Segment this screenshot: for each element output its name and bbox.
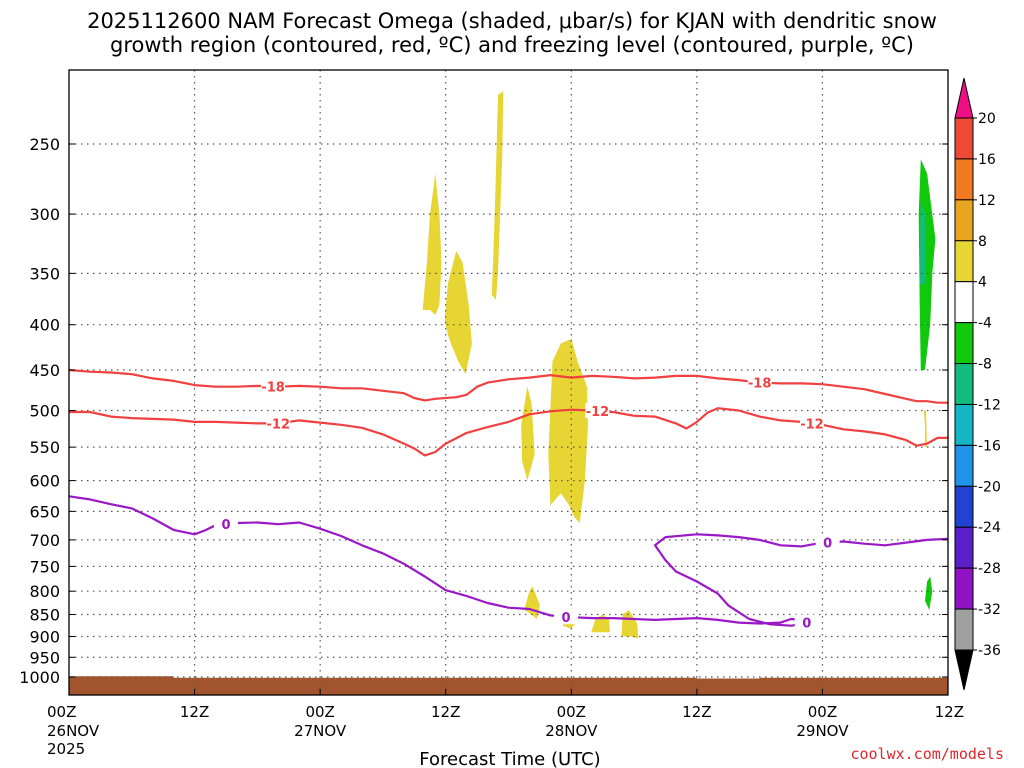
ytick-label-800: 800 — [29, 582, 60, 601]
contour-lines: -18 -18 -12 -12 -12 0 0 0 0 — [69, 370, 948, 632]
omega-area-3-0 — [924, 411, 927, 448]
colorbar-label-5: -4 — [978, 316, 992, 332]
colorbar-bin-10 — [955, 486, 973, 527]
colorbar-label-6: -8 — [978, 357, 992, 373]
grid-lines — [69, 70, 948, 695]
xtick-label-2: 00Z — [305, 703, 334, 721]
contour-label-2-1: 0 — [562, 611, 571, 626]
colorbar-bin-9 — [955, 445, 973, 486]
ytick-label-950: 950 — [29, 648, 60, 667]
colorbar-bin-13 — [955, 609, 973, 650]
contour-line-0 — [69, 370, 948, 403]
contour-line-2 — [69, 496, 948, 625]
colorbar-bin-12 — [955, 568, 973, 609]
ytick-label-250: 250 — [29, 135, 60, 154]
plot-frame — [69, 70, 948, 695]
xtick-date-4: 28NOV — [545, 722, 598, 740]
xtick-label-1: 12Z — [180, 703, 209, 721]
credit-text: coolwx.com/models — [850, 745, 1004, 763]
ytick-label-700: 700 — [29, 531, 60, 550]
colorbar-bin-6 — [955, 323, 973, 364]
ytick-label-500: 500 — [29, 402, 60, 421]
time-height-chart: -18 -18 -12 -12 -12 0 0 0 0 250 300 350 400 450 500 55… — [0, 0, 1024, 768]
xtick-date-2: 27NOV — [294, 722, 347, 740]
contour-label-1-2: -12 — [800, 417, 824, 432]
ytick-label-850: 850 — [29, 606, 60, 625]
omega-area-0-2 — [492, 91, 504, 300]
ytick-label-400: 400 — [29, 316, 60, 335]
colorbar-bin-3 — [955, 200, 973, 241]
xtick-label-0: 00Z — [47, 703, 76, 721]
contour-label-2-2: 0 — [802, 617, 811, 632]
ytick-label-450: 450 — [29, 361, 60, 380]
xtick-label-3: 12Z — [431, 703, 460, 721]
terrain-fill — [69, 676, 948, 695]
ytick-label-650: 650 — [29, 502, 60, 521]
omega-shading — [69, 91, 948, 695]
colorbar-bin-7 — [955, 364, 973, 405]
omega-area-1-1 — [925, 577, 932, 611]
colorbar-bin-4 — [955, 241, 973, 282]
xtick-date-0: 26NOV — [47, 722, 100, 740]
colorbar-label-13: -36 — [978, 643, 1001, 659]
xtick-date-6: 29NOV — [796, 722, 849, 740]
colorbar-label-10: -24 — [978, 520, 1001, 536]
xtick-label-7: 12Z — [935, 703, 964, 721]
colorbar-label-4: 4 — [978, 275, 987, 291]
contour-label-1-1: -12 — [586, 405, 610, 420]
contour-label-0-0: -18 — [261, 381, 285, 396]
contour-label-1-0: -12 — [267, 417, 291, 432]
ytick-label-550: 550 — [29, 438, 60, 457]
colorbar-label-2: 12 — [978, 193, 996, 209]
colorbar-label-12: -32 — [978, 602, 1001, 618]
colorbar-label-11: -28 — [978, 561, 1001, 577]
colorbar-label-9: -20 — [978, 479, 1001, 495]
ytick-label-900: 900 — [29, 627, 60, 646]
colorbar-bin-2 — [955, 159, 973, 200]
colorbar: 20 16 12 8 4 -4 -8 -12 -16 -20 -24 -28 -32 -36 — [955, 78, 1001, 690]
ytick-label-750: 750 — [29, 557, 60, 576]
ytick-label-1000: 1000 — [19, 668, 60, 687]
colorbar-bottom-arrow — [955, 650, 973, 690]
colorbar-bin-8 — [955, 404, 973, 445]
omega-area-0-4 — [548, 339, 588, 523]
ytick-label-350: 350 — [29, 264, 60, 283]
colorbar-bin-1 — [955, 118, 973, 159]
colorbar-bin-11 — [955, 527, 973, 568]
colorbar-bin-5 — [955, 282, 973, 323]
xtick-label-5: 12Z — [682, 703, 711, 721]
contour-label-2-0: 0 — [221, 518, 230, 533]
ytick-label-600: 600 — [29, 472, 60, 491]
colorbar-label-3: 8 — [978, 234, 987, 250]
omega-area-0-8 — [622, 610, 639, 639]
xtick-label-6: 00Z — [808, 703, 837, 721]
colorbar-label-7: -12 — [978, 397, 1001, 413]
omega-area-0-3 — [521, 387, 535, 481]
colorbar-label-8: -16 — [978, 438, 1001, 454]
contour-label-0-1: -18 — [748, 377, 772, 392]
colorbar-top-arrow — [955, 78, 973, 118]
colorbar-label-1: 16 — [978, 152, 996, 168]
colorbar-label-0: 20 — [978, 111, 996, 127]
omega-area-0-0 — [423, 174, 442, 315]
xtick-label-4: 00Z — [557, 703, 586, 721]
x-axis-label: Forecast Time (UTC) — [419, 749, 600, 768]
contour-label-2-3: 0 — [823, 537, 832, 552]
ytick-label-300: 300 — [29, 205, 60, 224]
omega-area-0-1 — [445, 251, 472, 375]
xtick-year-0: 2025 — [47, 740, 85, 758]
